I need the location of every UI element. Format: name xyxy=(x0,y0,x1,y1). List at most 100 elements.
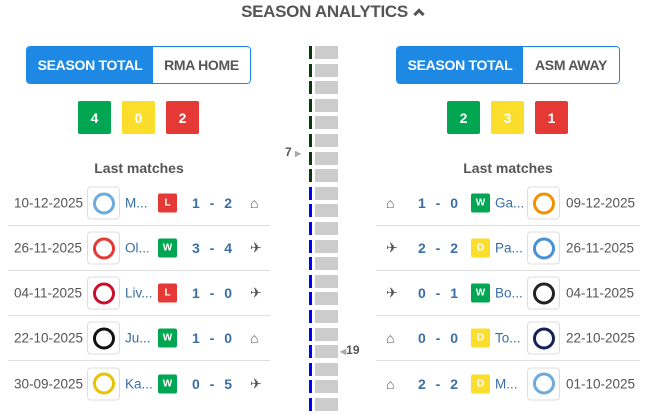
team-logo xyxy=(527,367,560,400)
streak-segment xyxy=(309,186,338,200)
streak-segment xyxy=(309,151,338,165)
team-logo xyxy=(527,186,560,220)
streak-segment xyxy=(309,380,338,394)
losses-count: 1 xyxy=(535,101,568,134)
opponent-name[interactable]: Pa... xyxy=(495,240,523,256)
opponent-name[interactable]: Ol... xyxy=(125,240,150,256)
result-badge: D xyxy=(471,328,490,348)
match-date: 26-11-2025 xyxy=(566,240,635,256)
right-tab-season-total[interactable]: SEASON TOTAL xyxy=(397,47,523,83)
streak-strip xyxy=(309,46,338,415)
match-row[interactable]: 22-10-2025 To... D 0-0 ⌂ xyxy=(376,316,640,361)
match-score: 3-4 xyxy=(192,240,232,256)
match-score: 1-0 xyxy=(192,330,232,346)
left-tab-home[interactable]: RMA HOME xyxy=(153,47,250,83)
match-score: 0-1 xyxy=(418,285,458,301)
match-date: 10-12-2025 xyxy=(14,195,84,211)
streak-segment xyxy=(309,169,338,183)
result-badge: W xyxy=(158,374,177,393)
match-date: 22-10-2025 xyxy=(14,330,84,346)
streak-segment xyxy=(309,327,338,341)
streak-segment xyxy=(309,309,338,323)
team-logo xyxy=(87,276,120,310)
opponent-name[interactable]: Ju... xyxy=(125,330,151,346)
match-date: 04-11-2025 xyxy=(566,285,635,301)
plane-icon: ✈ xyxy=(250,284,262,301)
result-badge: W xyxy=(471,193,490,213)
streak-segment xyxy=(309,63,338,77)
streak-segment xyxy=(309,204,338,218)
match-row[interactable]: 10-12-2025 M... L 1-2 ⌂ xyxy=(8,181,270,226)
match-date: 09-12-2025 xyxy=(566,195,636,211)
right-tab-away[interactable]: ASM AWAY xyxy=(523,47,619,83)
match-row[interactable]: 26-11-2025 Pa... D 2-2 ✈ xyxy=(376,226,640,271)
streak-segment xyxy=(309,81,338,95)
plane-icon: ✈ xyxy=(250,375,262,391)
left-last-matches-label: Last matches xyxy=(94,160,184,176)
match-row[interactable]: 26-11-2025 Ol... W 3-4 ✈ xyxy=(8,226,270,271)
match-row[interactable]: 01-10-2025 M... D 2-2 ⌂ xyxy=(376,361,640,406)
match-date: 26-11-2025 xyxy=(14,240,83,256)
right-match-list: 09-12-2025 Ga... W 1-0 ⌂ 26-11-2025 Pa... D 2-2 ✈… xyxy=(376,181,640,406)
match-row[interactable]: 04-11-2025 Bo... W 0-1 ✈ xyxy=(376,271,640,316)
left-streak-marker: 7 ▶ xyxy=(285,145,302,159)
plane-icon: ✈ xyxy=(250,239,262,256)
streak-segment xyxy=(309,362,338,376)
wins-count: 4 xyxy=(78,101,111,134)
streak-segment xyxy=(309,239,338,253)
right-stats: 2 3 1 xyxy=(447,101,568,134)
left-tab-group: SEASON TOTAL RMA HOME xyxy=(26,46,251,84)
opponent-name[interactable]: To... xyxy=(495,330,521,346)
home-icon: ⌂ xyxy=(250,195,259,211)
match-score: 0-0 xyxy=(418,330,458,346)
match-row[interactable]: 22-10-2025 Ju... W 1-0 ⌂ xyxy=(8,316,270,361)
match-date: 01-10-2025 xyxy=(566,376,636,391)
opponent-name[interactable]: Ga... xyxy=(495,195,525,211)
left-tab-season-total[interactable]: SEASON TOTAL xyxy=(27,47,153,83)
match-row[interactable]: 30-09-2025 Ka... W 0-5 ✈ xyxy=(8,361,270,406)
plane-icon: ✈ xyxy=(386,239,398,256)
team-logo xyxy=(87,186,120,220)
season-analytics-toggle[interactable]: SEASON ANALYTICS xyxy=(0,2,664,22)
match-score: 2-2 xyxy=(418,240,458,256)
team-logo xyxy=(87,231,120,265)
draws-count: 3 xyxy=(491,101,524,134)
opponent-name[interactable]: M... xyxy=(125,195,148,211)
match-score: 1-0 xyxy=(192,285,232,301)
chevron-up-icon xyxy=(413,8,425,20)
streak-segment xyxy=(309,98,338,112)
team-logo xyxy=(87,321,120,355)
opponent-name[interactable]: Liv... xyxy=(125,285,153,301)
home-icon: ⌂ xyxy=(386,195,395,211)
match-row[interactable]: 09-12-2025 Ga... W 1-0 ⌂ xyxy=(376,181,640,226)
opponent-name[interactable]: Bo... xyxy=(495,285,523,301)
match-score: 2-2 xyxy=(418,375,458,392)
match-score: 1-2 xyxy=(192,195,232,211)
streak-segment xyxy=(309,116,338,130)
match-score: 1-0 xyxy=(418,195,458,211)
match-row[interactable]: 04-11-2025 Liv... L 1-0 ✈ xyxy=(8,271,270,316)
right-streak-marker: ◀19 xyxy=(340,343,360,357)
streak-segment xyxy=(309,257,338,271)
match-score: 0-5 xyxy=(192,375,232,392)
team-logo xyxy=(527,231,560,265)
opponent-name[interactable]: Ka... xyxy=(125,376,153,391)
home-icon: ⌂ xyxy=(386,330,395,346)
streak-segment xyxy=(309,46,338,59)
opponent-name[interactable]: M... xyxy=(495,376,518,391)
plane-icon: ✈ xyxy=(386,284,398,301)
team-logo xyxy=(87,367,120,400)
left-match-list: 10-12-2025 M... L 1-2 ⌂ 26-11-2025 Ol... W 3-4 ✈ 0… xyxy=(8,181,270,406)
streak-segment xyxy=(309,292,338,306)
match-date: 30-09-2025 xyxy=(14,376,84,391)
result-badge: W xyxy=(158,238,177,258)
result-badge: D xyxy=(471,374,490,393)
home-icon: ⌂ xyxy=(386,375,395,392)
streak-segment xyxy=(309,221,338,235)
streak-segment xyxy=(309,133,338,147)
section-title: SEASON ANALYTICS xyxy=(241,2,408,21)
draws-count: 0 xyxy=(122,101,155,134)
left-stats: 4 0 2 xyxy=(78,101,199,134)
result-badge: D xyxy=(471,238,490,258)
right-last-matches-label: Last matches xyxy=(463,160,553,176)
